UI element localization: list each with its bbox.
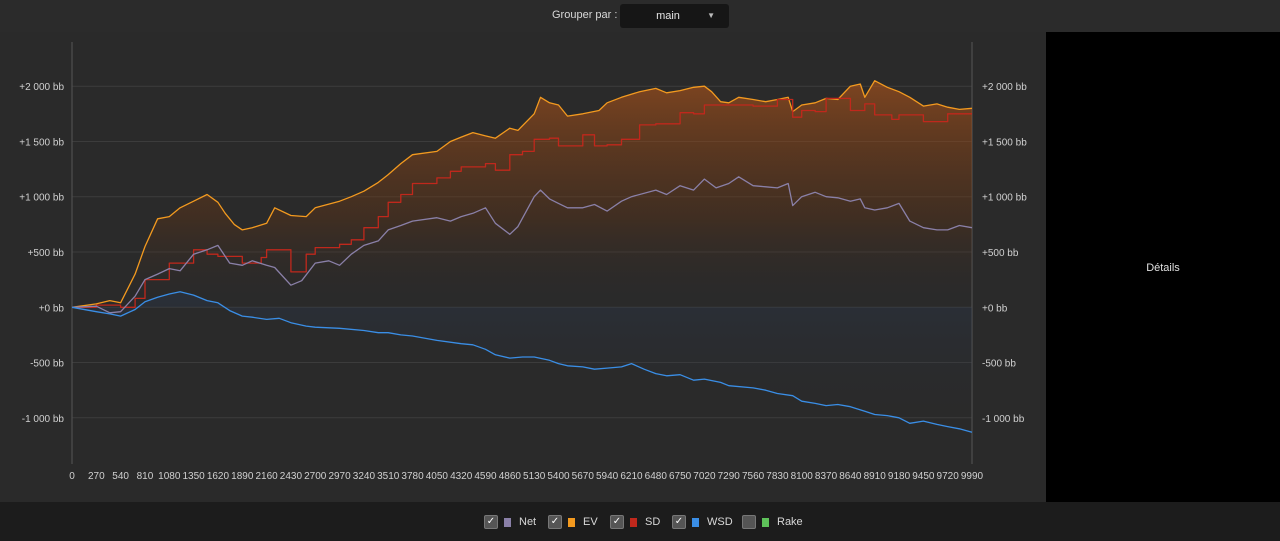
y-tick-label-left: +1 000 bb bbox=[19, 193, 64, 204]
group-by-selected-value: main bbox=[656, 10, 680, 22]
series-line-sd bbox=[72, 97, 972, 308]
x-tick-label: 8100 bbox=[791, 471, 814, 482]
x-tick-label: 6750 bbox=[669, 471, 692, 482]
y-tick-label-left: +500 bb bbox=[28, 248, 65, 259]
legend-label-ev: EV bbox=[583, 516, 598, 528]
y-tick-label-left: -1 000 bb bbox=[22, 414, 65, 425]
y-tick-label-left: +2 000 bb bbox=[19, 82, 64, 93]
legend-swatch-rake bbox=[762, 518, 769, 527]
x-tick-label: 2160 bbox=[255, 471, 278, 482]
x-tick-label: 810 bbox=[137, 471, 154, 482]
x-tick-label: 1890 bbox=[231, 471, 254, 482]
x-tick-label: 1350 bbox=[182, 471, 205, 482]
x-tick-label: 5130 bbox=[523, 471, 546, 482]
series-line-wsd bbox=[71, 291, 973, 433]
x-tick-label: 6480 bbox=[645, 471, 668, 482]
x-tick-label: 4050 bbox=[426, 471, 449, 482]
checkbox-rake[interactable] bbox=[742, 515, 756, 529]
x-tick-label: 2700 bbox=[304, 471, 327, 482]
results-chart: +2 000 bb +2 000 bb +1 500 bb +1 500 bb +1 0… bbox=[19, 42, 1027, 482]
series-lines bbox=[71, 80, 973, 433]
x-tick-label: 5400 bbox=[547, 471, 570, 482]
x-tick-label: 8370 bbox=[815, 471, 838, 482]
x-tick-label: 4860 bbox=[499, 471, 522, 482]
y-tick-label-right: +0 bb bbox=[982, 303, 1008, 314]
x-tick-label: 9720 bbox=[937, 471, 960, 482]
x-tick-label: 8640 bbox=[839, 471, 862, 482]
x-tick-label: 9180 bbox=[888, 471, 911, 482]
legend-swatch-wsd bbox=[692, 518, 699, 527]
y-tick-label-left: -500 bb bbox=[30, 359, 64, 370]
x-tick-label: 7020 bbox=[693, 471, 716, 482]
checkbox-sd[interactable]: ✓ bbox=[610, 515, 624, 529]
y-tick-label-left: +1 500 bb bbox=[19, 137, 64, 148]
group-by-dropdown[interactable]: main ▼ bbox=[620, 4, 729, 28]
x-tick-label: 3240 bbox=[353, 471, 376, 482]
x-tick-label: 270 bbox=[88, 471, 105, 482]
x-tick-label: 6210 bbox=[620, 471, 643, 482]
legend-swatch-ev bbox=[568, 518, 575, 527]
checkbox-net[interactable]: ✓ bbox=[484, 515, 498, 529]
ev-area-fill bbox=[72, 80, 972, 308]
checkbox-ev[interactable]: ✓ bbox=[548, 515, 562, 529]
group-by-label: Grouper par : bbox=[552, 9, 618, 21]
checkbox-wsd[interactable]: ✓ bbox=[672, 515, 686, 529]
legend-swatch-net bbox=[504, 518, 511, 527]
x-tick-label: 7560 bbox=[742, 471, 765, 482]
y-tick-label-left: +0 bb bbox=[39, 303, 65, 314]
x-tick-label: 8910 bbox=[864, 471, 887, 482]
x-tick-label: 4590 bbox=[474, 471, 497, 482]
x-tick-label: 9450 bbox=[912, 471, 935, 482]
x-tick-label: 7830 bbox=[766, 471, 789, 482]
legend-label-wsd: WSD bbox=[707, 516, 733, 528]
y-tick-label-right: -1 000 bb bbox=[982, 414, 1025, 425]
series-fill bbox=[72, 80, 972, 433]
toolbar: Grouper par : main ▼ bbox=[0, 0, 1280, 32]
x-tick-label: 2430 bbox=[280, 471, 303, 482]
legend-swatch-sd bbox=[630, 518, 637, 527]
chevron-down-icon: ▼ bbox=[707, 11, 715, 20]
x-tick-label: 4320 bbox=[450, 471, 473, 482]
legend-label-rake: Rake bbox=[777, 516, 803, 528]
details-label: Détails bbox=[1146, 262, 1180, 274]
y-tick-label-right: +2 000 bb bbox=[982, 82, 1027, 93]
legend-bar: ✓ Net ✓ EV ✓ SD ✓ WSD Rake bbox=[0, 502, 1280, 541]
legend-label-net: Net bbox=[519, 516, 537, 528]
results-chart-panel: +2 000 bb +2 000 bb +1 500 bb +1 500 bb +1 0… bbox=[0, 32, 1046, 502]
x-tick-label: 9990 bbox=[961, 471, 984, 482]
series-line-net bbox=[71, 176, 973, 314]
x-tick-label: 1080 bbox=[158, 471, 181, 482]
y-tick-label-right: +500 bb bbox=[982, 248, 1019, 259]
x-tick-label: 2970 bbox=[328, 471, 351, 482]
x-tick-label: 0 bbox=[69, 471, 75, 482]
y-tick-label-right: -500 bb bbox=[982, 359, 1016, 370]
x-tick-label: 540 bbox=[112, 471, 129, 482]
legend-label-sd: SD bbox=[645, 516, 661, 528]
x-tick-label: 5940 bbox=[596, 471, 619, 482]
x-tick-label: 7290 bbox=[718, 471, 741, 482]
x-tick-label: 3780 bbox=[401, 471, 424, 482]
x-tick-label: 5670 bbox=[572, 471, 595, 482]
details-panel: Détails bbox=[1046, 32, 1280, 502]
x-tick-label: 3510 bbox=[377, 471, 400, 482]
x-tick-label: 1620 bbox=[207, 471, 230, 482]
wsd-area-fill bbox=[72, 291, 972, 433]
y-tick-label-right: +1 500 bb bbox=[982, 137, 1027, 148]
y-tick-label-right: +1 000 bb bbox=[982, 193, 1027, 204]
